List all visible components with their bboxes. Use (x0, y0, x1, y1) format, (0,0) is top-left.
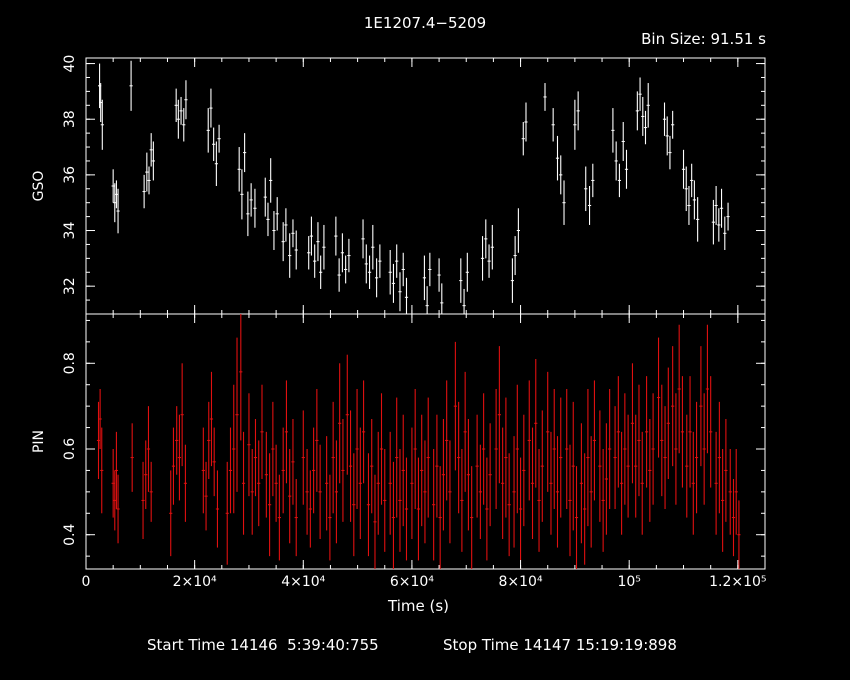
y-tick-label-gso: 32 (62, 277, 78, 295)
y-tick-label-pin: 0.4 (62, 523, 78, 545)
stop-time: Stop Time 14147 15:19:19:898 (443, 636, 677, 654)
panel-frame-gso (85, 57, 766, 315)
x-axis-label: Time (s) (388, 597, 449, 615)
x-tick-label: 4×10⁴ (281, 574, 325, 590)
chart-title: 1E1207.4−5209 (363, 14, 487, 32)
x-tick-label: 0 (82, 574, 91, 590)
y-tick-label-pin: 0.6 (62, 438, 78, 460)
y-tick-label-gso: 38 (62, 110, 78, 128)
y-axis-label-gso: GSO (31, 171, 47, 202)
start-time: Start Time 14146 5:39:40:755 (147, 636, 379, 654)
y-tick-label-pin: 0.8 (62, 352, 78, 374)
data-points (96, 60, 741, 569)
x-tick-label: 1.2×10⁵ (709, 574, 766, 590)
y-tick-label-gso: 40 (62, 55, 78, 73)
bin-size-label: Bin Size: 91.51 s (641, 30, 766, 48)
x-tick-label: 8×10⁴ (499, 574, 543, 590)
y-axis-label-pin: PIN (31, 430, 47, 453)
x-tick-label: 6×10⁴ (390, 574, 434, 590)
x-tick-label: 2×10⁴ (173, 574, 217, 590)
axis-ticks: 32 34 36 38 40 GSO 0.4 0.6 0.8 PIN 0 2×10⁴ 4×10⁴ 6×10… (31, 55, 767, 590)
y-tick-label-gso: 34 (62, 222, 78, 240)
y-tick-label-gso: 36 (62, 166, 78, 184)
x-tick-label: 10⁵ (617, 574, 640, 590)
panel-frame-pin (85, 313, 766, 570)
plot-frames (85, 57, 766, 570)
